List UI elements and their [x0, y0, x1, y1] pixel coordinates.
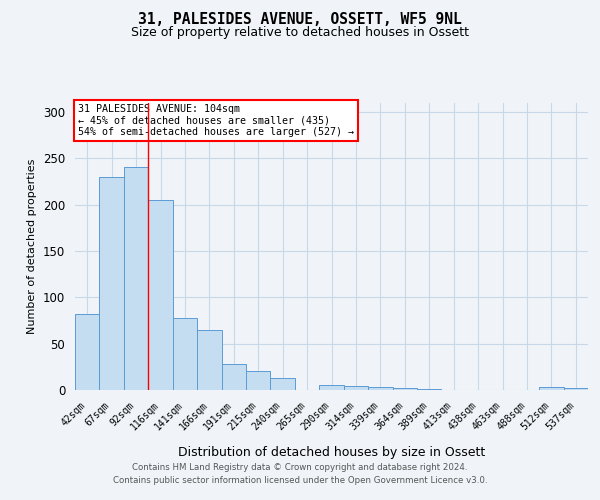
- Text: 31, PALESIDES AVENUE, OSSETT, WF5 9NL: 31, PALESIDES AVENUE, OSSETT, WF5 9NL: [138, 12, 462, 28]
- Bar: [563, 388, 588, 390]
- Bar: [173, 318, 197, 390]
- Bar: [124, 168, 148, 390]
- Bar: [392, 388, 417, 390]
- Bar: [319, 386, 344, 390]
- Text: Size of property relative to detached houses in Ossett: Size of property relative to detached ho…: [131, 26, 469, 39]
- Text: Contains public sector information licensed under the Open Government Licence v3: Contains public sector information licen…: [113, 476, 487, 485]
- Bar: [539, 387, 563, 390]
- Y-axis label: Number of detached properties: Number of detached properties: [28, 158, 37, 334]
- Bar: [368, 387, 392, 390]
- Bar: [197, 330, 221, 390]
- Bar: [148, 200, 173, 390]
- X-axis label: Distribution of detached houses by size in Ossett: Distribution of detached houses by size …: [178, 446, 485, 458]
- Bar: [221, 364, 246, 390]
- Bar: [246, 372, 271, 390]
- Text: Contains HM Land Registry data © Crown copyright and database right 2024.: Contains HM Land Registry data © Crown c…: [132, 464, 468, 472]
- Bar: [344, 386, 368, 390]
- Bar: [417, 389, 442, 390]
- Bar: [100, 176, 124, 390]
- Text: 31 PALESIDES AVENUE: 104sqm
← 45% of detached houses are smaller (435)
54% of se: 31 PALESIDES AVENUE: 104sqm ← 45% of det…: [77, 104, 353, 137]
- Bar: [271, 378, 295, 390]
- Bar: [75, 314, 100, 390]
